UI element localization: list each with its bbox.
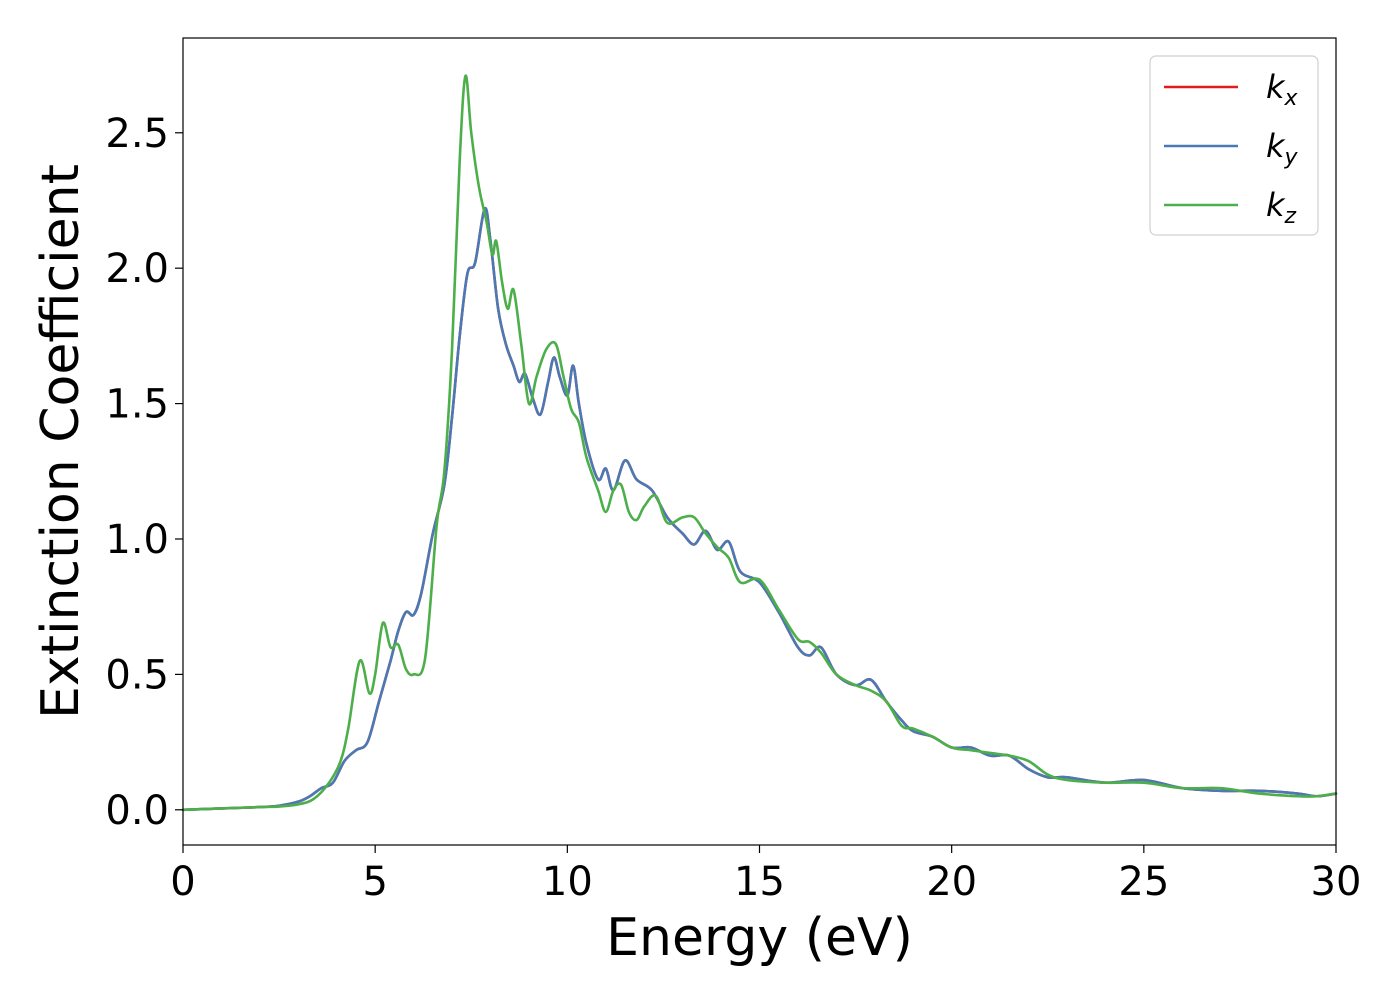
x-tick-label: 20 [926,859,977,905]
legend-label-main: k [1266,68,1286,106]
series-line-ky [181,206,1338,812]
x-tick-label: 15 [734,859,785,905]
legend-label-ky: ky [1266,127,1299,170]
legend-label-subscript: x [1284,86,1299,111]
y-tick-label: 0.0 [105,788,169,834]
series-line-kz [181,74,1338,812]
legend-label-kx: kx [1266,68,1299,111]
legend-label-subscript: y [1284,145,1299,170]
x-tick-label: 30 [1311,859,1362,905]
x-tick-label: 0 [170,859,195,905]
y-tick-label: 0.5 [105,652,169,698]
y-tick-label: 1.5 [105,382,169,428]
y-tick-label: 2.0 [105,246,169,292]
legend-label-main: k [1266,186,1286,224]
x-tick-label: 10 [542,859,593,905]
x-tick-label: 25 [1118,859,1169,905]
y-tick-label: 1.0 [105,517,169,563]
y-axis: 0.0 0.5 1.0 1.5 2.0 2.5 [105,111,183,834]
x-tick-label: 5 [362,859,387,905]
y-axis-title: Extinction Coefficient [31,164,91,719]
legend-label-main: k [1266,127,1286,165]
legend-label-kz: kz [1266,186,1297,229]
series-layer [181,74,1338,812]
x-axis-title: Energy (eV) [606,908,913,968]
series-line-kx [181,206,1338,812]
x-axis: 0 5 10 15 20 25 30 [170,845,1361,905]
y-tick-label: 2.5 [105,111,169,157]
legend-label-subscript: z [1284,204,1297,229]
